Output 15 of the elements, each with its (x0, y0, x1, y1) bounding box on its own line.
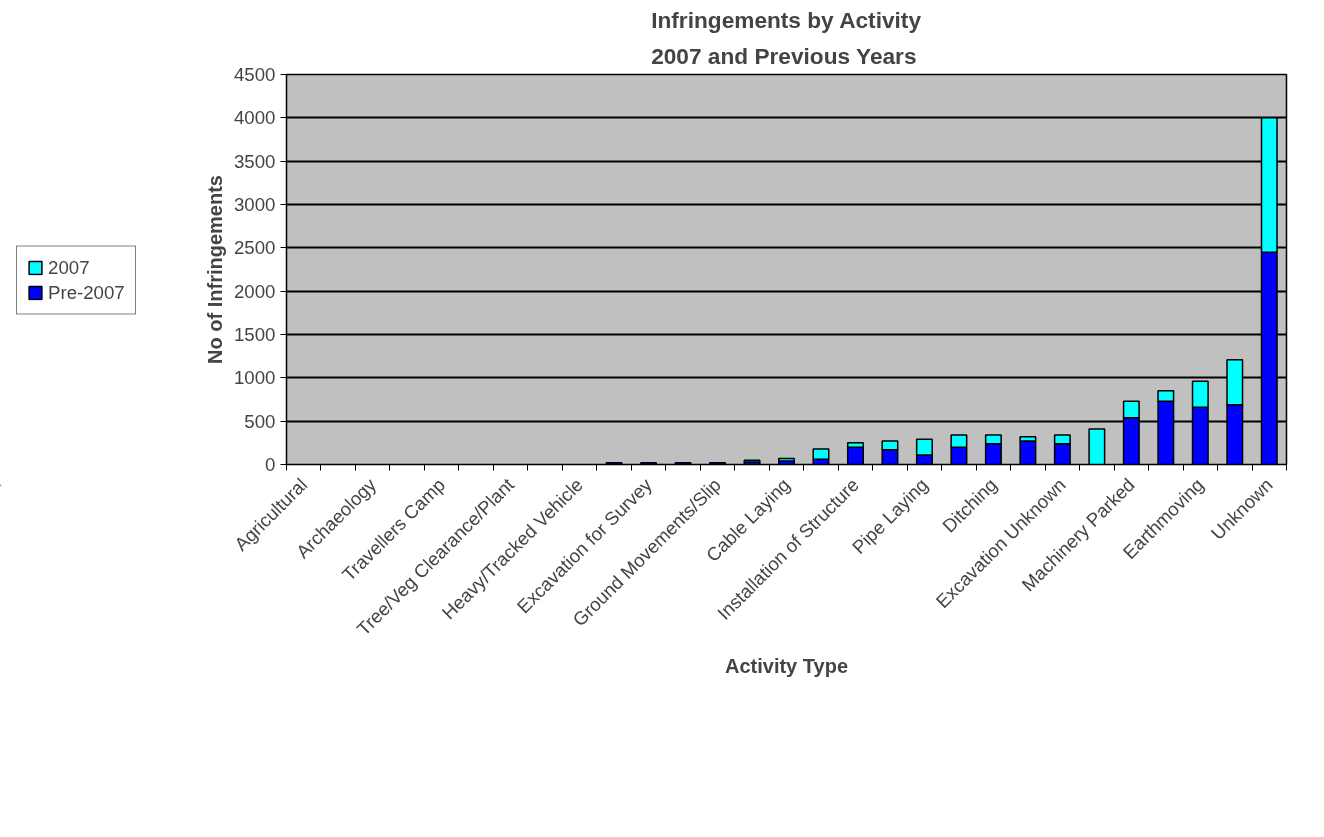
x-axis-title: Activity Type (725, 654, 848, 677)
y-tick-label: 0 (265, 454, 276, 475)
legend-label: Pre-2007 (48, 281, 125, 303)
y-axis-title: No of Infringements (204, 175, 226, 364)
y-tick-label: 3000 (234, 194, 276, 215)
y-tick-label: 500 (244, 410, 276, 432)
y-tick-label: 1000 (234, 367, 276, 389)
y-tick-label: 4000 (234, 107, 276, 129)
legend-label: 2007 (48, 256, 90, 278)
chart-title: Infringements by Activity 2007 and Previous Years (651, 7, 922, 70)
y-tick-label: 2000 (234, 280, 276, 302)
y-tick-label: 4500 (234, 64, 276, 85)
y-tick-label: 1500 (234, 324, 276, 345)
y-tick-label: 3500 (234, 150, 276, 172)
y-tick-label: 2500 (234, 237, 276, 259)
